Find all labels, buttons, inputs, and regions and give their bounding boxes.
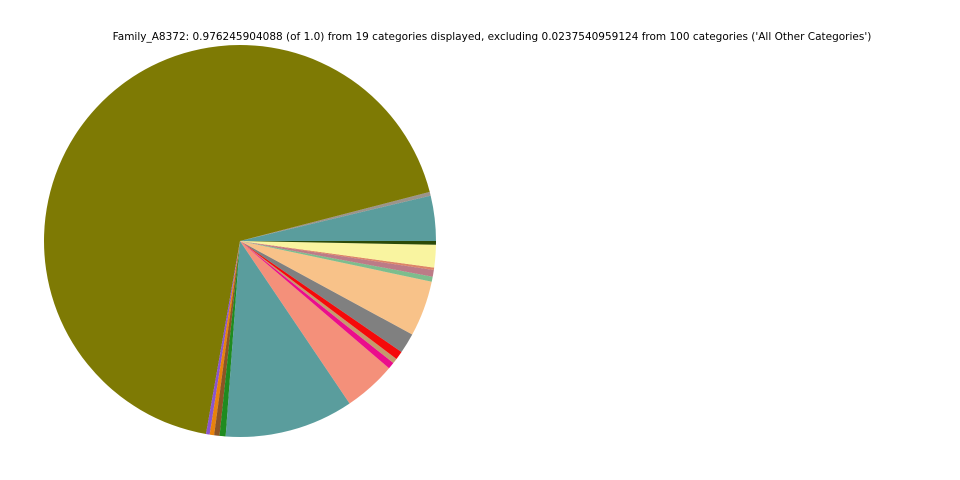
slice-gray — [240, 241, 413, 353]
slice-brown — [214, 241, 240, 436]
slice-salmon — [240, 241, 390, 404]
slice-teal-large — [225, 241, 350, 437]
slice-pale-yellow — [240, 241, 436, 268]
slice-red — [240, 241, 402, 359]
slice-magenta — [240, 241, 394, 369]
slice-mauve — [240, 241, 434, 277]
slice-orange — [209, 241, 240, 436]
chart-title: Family_A8372: 0.976245904088 (of 1.0) fr… — [112, 31, 872, 43]
slice-peach — [240, 241, 432, 335]
slice-warm-gray — [240, 191, 431, 241]
slice-dark-green — [240, 241, 436, 245]
slice-tan — [240, 241, 397, 364]
slice-green — [219, 241, 240, 437]
slice-violet — [205, 241, 240, 435]
slice-coral — [240, 241, 435, 270]
slice-olive — [44, 44, 430, 435]
slice-teal-small — [240, 195, 436, 241]
slice-seagreen — [240, 241, 433, 282]
